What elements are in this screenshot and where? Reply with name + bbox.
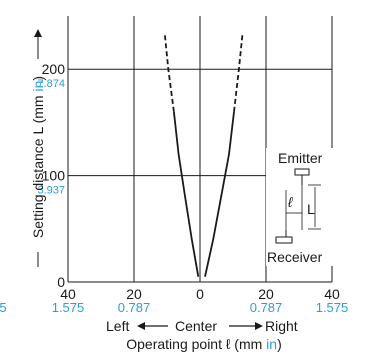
inset-background [266, 148, 344, 266]
x-tick-clipped-label: 5 [0, 300, 7, 315]
left-arrowhead [137, 322, 145, 330]
x-tick-label: 20 [258, 286, 274, 302]
inset-l-label: ℓ [287, 194, 293, 210]
x-tick-label: 0 [196, 286, 204, 302]
x-tick-inch-label: 1.575 [316, 300, 349, 315]
y-tick-label: 100 [42, 168, 66, 184]
y-tick-label: 0 [57, 274, 65, 290]
direction-row: Left Center Right [106, 318, 298, 334]
curve-left-dashed [163, 32, 175, 112]
y-tick-inch-label: 7.874 [37, 78, 65, 90]
curve-right-dashed [233, 32, 244, 112]
curve-left-solid [173, 111, 200, 277]
x-tick-inch-label: 1.575 [52, 300, 85, 315]
x-tick-label: 40 [60, 286, 76, 302]
receiver-label: Receiver [267, 249, 323, 265]
y-axis-arrowhead [34, 29, 42, 37]
direction-center-label: Center [175, 318, 217, 334]
emitter-label: Emitter [278, 150, 323, 166]
y-axis-title: Setting distance L (mm in) [30, 29, 46, 267]
sensor-inset: Emitter ℓ L Receiver [266, 148, 344, 266]
inset-L-label: L [307, 201, 315, 217]
y-tick-inch-label: 3.937 [37, 185, 65, 197]
right-arrowhead [255, 322, 263, 330]
direction-right-label: Right [265, 318, 298, 334]
direction-left-label: Left [106, 318, 129, 334]
x-tick-label: 40 [324, 286, 340, 302]
x-tick-inch-label: 0.787 [250, 300, 283, 315]
x-axis-label: Operating point ℓ (mm in) [126, 336, 282, 352]
y-tick-label: 200 [42, 61, 66, 77]
x-tick-label: 20 [126, 286, 142, 302]
y-axis-label: Setting distance L (mm in) [30, 76, 46, 238]
series-lines [163, 32, 244, 277]
curve-right-solid [204, 111, 235, 277]
x-tick-inch-label: 0.787 [118, 300, 151, 315]
receiver-icon [275, 236, 293, 244]
